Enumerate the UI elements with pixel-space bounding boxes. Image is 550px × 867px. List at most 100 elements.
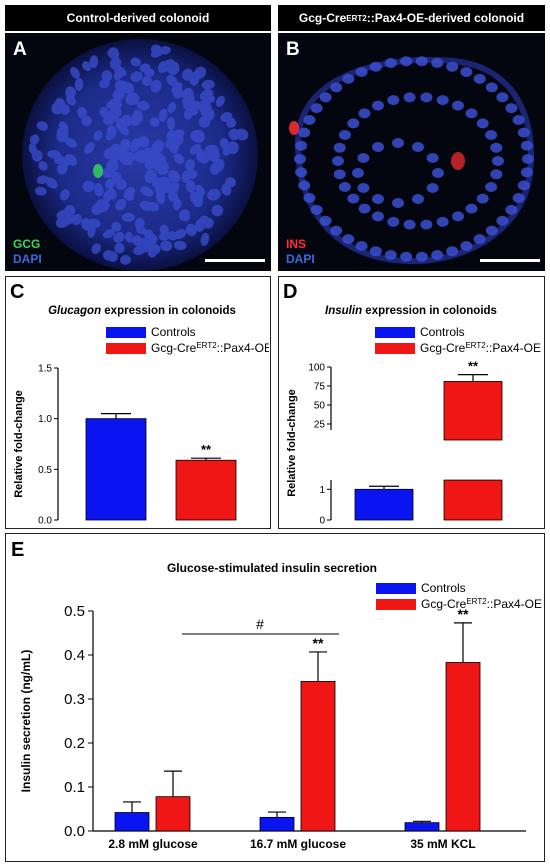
chart-e-legend-label-0: Controls [421, 581, 466, 595]
chart-d-title: Insulin expression in colonoids [325, 305, 497, 317]
nucleus [159, 224, 169, 235]
nucleus [101, 167, 115, 179]
nucleus [347, 193, 360, 204]
nucleus [431, 250, 444, 260]
nucleus [107, 187, 117, 200]
stain-dapi-label-b: DAPI [286, 252, 315, 266]
nucleus [332, 156, 344, 166]
nucleus [104, 178, 116, 189]
nucleus [194, 222, 205, 232]
chart-c-legend-swatch-0 [106, 327, 146, 338]
nucleus [358, 203, 371, 214]
nucleus [113, 69, 123, 81]
nucleus [432, 168, 444, 178]
nucleus [512, 115, 525, 125]
nucleus [140, 186, 154, 197]
nucleus [115, 198, 127, 211]
chart-e-significance-s1-g2: ** [458, 606, 469, 622]
nucleus [220, 111, 233, 123]
nucleus [415, 251, 428, 262]
scale-bar-a [205, 259, 265, 262]
nucleus [384, 250, 397, 260]
nucleus [89, 55, 99, 69]
nucleus [77, 106, 88, 119]
nucleus [387, 95, 400, 106]
nucleus [167, 102, 177, 114]
nucleus [330, 225, 343, 236]
chart-e-ylabel: Insulin secretion (ng/mL) [19, 650, 33, 793]
nucleus [82, 180, 95, 193]
nucleus [198, 116, 211, 128]
nucleus [505, 204, 518, 215]
nucleus [192, 129, 205, 141]
chart-e-bar-s1-g2 [445, 662, 481, 832]
nucleus [64, 154, 78, 166]
nucleus [158, 108, 168, 122]
panel-b-title-prefix: Gcg-Cre [298, 11, 347, 25]
nucleus [28, 142, 37, 155]
chart-d-ytick-up-label-0: 100 [308, 363, 325, 374]
nucleus [173, 240, 187, 251]
ins-cell-2 [451, 152, 465, 170]
chart-e-bracket-label: # [256, 616, 264, 632]
nucleus [358, 108, 371, 119]
nucleus [465, 108, 478, 119]
chart-e-bar-s0-g1 [259, 816, 295, 832]
nucleus [136, 101, 150, 111]
nucleus [436, 95, 449, 106]
panel-d-box: D Insulin expression in colonoids Controls… [278, 276, 545, 529]
nucleus [400, 251, 413, 262]
nucleus [183, 108, 193, 120]
nucleus [133, 237, 148, 247]
nucleus [63, 213, 74, 226]
nucleus [298, 180, 311, 191]
nucleus [227, 141, 239, 155]
chart-e-xtick-label-0: 2.8 mM glucose [108, 837, 198, 851]
chart-c-ytick-label-0: 0.0 [38, 516, 52, 527]
nucleus [158, 232, 170, 241]
nucleus [473, 73, 486, 84]
nucleus [59, 189, 70, 201]
chart-d-bar-1-upper [443, 381, 503, 441]
nucleus [496, 92, 509, 103]
chart-d-ytick-up-label-1: 75 [314, 382, 326, 393]
nucleus [372, 142, 384, 152]
nucleus [56, 163, 68, 175]
nucleus [56, 126, 69, 140]
nucleus [200, 232, 210, 247]
nucleus [412, 142, 424, 152]
nucleus [109, 57, 122, 70]
chart-e-ytick-label-1: 0.1 [64, 779, 85, 796]
chart-d-ytick-up-label-3: 25 [314, 420, 326, 431]
gcg-cell [93, 164, 103, 178]
nucleus [505, 103, 518, 114]
nucleus [342, 73, 355, 84]
panel-b-title-sup: ERT2 [346, 13, 367, 23]
nucleus [82, 61, 92, 72]
nucleus [47, 149, 61, 159]
nucleus [84, 142, 95, 154]
chart-d-bar-0 [354, 488, 414, 521]
nucleus [181, 171, 191, 183]
nucleus [303, 193, 316, 203]
chart-c-legend-label-0: Controls [151, 325, 196, 339]
nucleus [36, 121, 49, 131]
nucleus [192, 193, 204, 205]
nucleus [517, 180, 530, 191]
panel-a-title-text: Control-derived colonoid [66, 11, 210, 25]
panel-c-chart: C Glucagon expression in colonoids Control… [10, 281, 272, 527]
chart-e-ytick-label-0: 0.0 [64, 823, 85, 840]
nucleus [105, 129, 117, 141]
nucleus [199, 89, 213, 102]
nucleus [120, 139, 131, 150]
nucleus [522, 154, 534, 164]
nucleus [219, 138, 229, 149]
nucleus [150, 48, 164, 58]
nucleus [109, 106, 122, 119]
nucleus [209, 150, 221, 163]
nucleus [211, 204, 224, 217]
chart-e-legend-label-1: Gcg-CreERT2::Pax4-OE [421, 597, 542, 611]
nucleus [29, 134, 40, 145]
nucleus [228, 128, 240, 141]
nucleus [130, 71, 143, 82]
